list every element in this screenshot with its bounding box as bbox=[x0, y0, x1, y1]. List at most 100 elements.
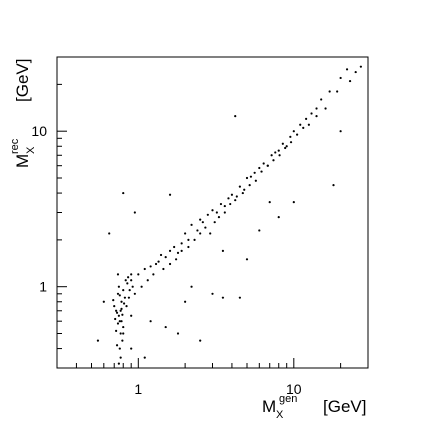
point bbox=[112, 298, 115, 302]
point bbox=[315, 107, 318, 110]
point bbox=[122, 325, 125, 329]
point bbox=[234, 199, 237, 202]
point bbox=[219, 202, 223, 206]
point bbox=[120, 300, 123, 303]
point bbox=[180, 242, 183, 245]
point bbox=[116, 292, 120, 295]
point bbox=[173, 245, 176, 249]
point bbox=[122, 302, 126, 305]
point bbox=[281, 142, 284, 145]
point bbox=[258, 229, 261, 232]
point bbox=[143, 267, 146, 271]
point bbox=[230, 193, 234, 196]
point bbox=[108, 232, 111, 235]
point bbox=[289, 141, 293, 144]
y-tick-label: 1 bbox=[39, 279, 47, 295]
point bbox=[199, 218, 202, 221]
point bbox=[118, 347, 121, 350]
point bbox=[122, 191, 125, 195]
point bbox=[211, 292, 214, 295]
point bbox=[221, 296, 225, 299]
point bbox=[130, 347, 133, 350]
point bbox=[241, 191, 244, 195]
point bbox=[260, 170, 263, 173]
point bbox=[254, 179, 257, 182]
point bbox=[120, 307, 123, 310]
point bbox=[176, 332, 180, 335]
point bbox=[122, 332, 125, 335]
point bbox=[268, 200, 271, 204]
point bbox=[253, 171, 256, 174]
x-label-sup: gen bbox=[279, 393, 297, 405]
point bbox=[130, 314, 133, 317]
point bbox=[315, 115, 318, 118]
point bbox=[115, 329, 118, 332]
point bbox=[149, 265, 152, 268]
point bbox=[116, 322, 120, 325]
point bbox=[196, 229, 199, 232]
point bbox=[235, 195, 238, 198]
point bbox=[162, 267, 165, 271]
point bbox=[277, 149, 280, 152]
point bbox=[137, 273, 140, 276]
point bbox=[238, 185, 241, 188]
point bbox=[292, 130, 295, 133]
point bbox=[124, 279, 127, 282]
y-label-unit: [GeV] bbox=[13, 59, 32, 102]
point bbox=[348, 79, 352, 83]
point bbox=[336, 90, 339, 93]
y-label: M X rec [GeV] bbox=[9, 59, 37, 168]
point bbox=[274, 151, 277, 154]
point bbox=[217, 216, 221, 219]
point bbox=[157, 260, 160, 263]
point bbox=[320, 98, 323, 101]
point bbox=[152, 273, 155, 276]
point bbox=[190, 285, 193, 288]
point bbox=[213, 221, 216, 224]
point bbox=[328, 90, 331, 93]
point bbox=[125, 305, 128, 308]
point bbox=[130, 279, 133, 282]
point bbox=[119, 309, 122, 312]
x-label-unit: [GeV] bbox=[323, 397, 366, 416]
point bbox=[199, 339, 202, 342]
point bbox=[176, 251, 180, 254]
point bbox=[143, 356, 146, 359]
point bbox=[146, 279, 149, 282]
point bbox=[140, 285, 143, 288]
point bbox=[121, 339, 124, 342]
point bbox=[115, 311, 119, 314]
point bbox=[115, 344, 119, 347]
point bbox=[227, 197, 230, 200]
point bbox=[289, 135, 292, 138]
point bbox=[223, 204, 226, 208]
point bbox=[278, 154, 281, 157]
point bbox=[116, 273, 120, 276]
x-label-sub: X bbox=[276, 409, 284, 421]
point bbox=[302, 126, 305, 129]
y-label-sub: X bbox=[25, 146, 37, 154]
point bbox=[310, 112, 313, 115]
point bbox=[149, 320, 152, 323]
point bbox=[187, 245, 190, 249]
point bbox=[354, 70, 357, 74]
point bbox=[245, 176, 249, 180]
point bbox=[223, 211, 226, 214]
point bbox=[262, 162, 265, 165]
point bbox=[187, 238, 190, 241]
point bbox=[296, 133, 299, 136]
point bbox=[96, 339, 100, 342]
point bbox=[130, 273, 133, 276]
point bbox=[243, 188, 246, 191]
x-tick-label: 10 bbox=[286, 381, 302, 397]
point bbox=[248, 184, 251, 187]
point bbox=[284, 146, 287, 150]
point bbox=[193, 238, 196, 241]
point bbox=[115, 309, 118, 312]
x-label-base: M bbox=[262, 397, 276, 416]
point bbox=[175, 258, 178, 261]
point bbox=[184, 300, 187, 303]
point bbox=[359, 65, 362, 68]
point bbox=[128, 289, 131, 292]
point bbox=[118, 320, 121, 323]
